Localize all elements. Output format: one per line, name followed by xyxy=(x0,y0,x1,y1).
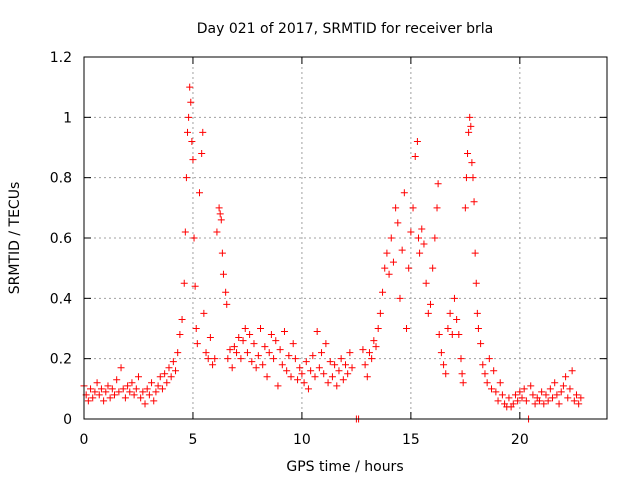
chart-background xyxy=(0,0,640,480)
y-tick-label: 1.2 xyxy=(50,50,72,66)
y-tick-label: 0.6 xyxy=(50,231,72,247)
x-axis-label: GPS time / hours xyxy=(286,459,403,475)
y-tick-label: 0.4 xyxy=(50,291,72,307)
y-axis-label: SRMTID / TECUs xyxy=(7,182,23,295)
chart-title: Day 021 of 2017, SRMTID for receiver brl… xyxy=(197,21,494,37)
chart-svg: 0 5 10 15 20 0 0.2 0.4 0.6 0.8 1 1.2 Day 021 of 201… xyxy=(0,0,640,480)
x-tick-label: 0 xyxy=(80,432,89,448)
x-tick-label: 5 xyxy=(188,432,197,448)
y-tick-label: 0.8 xyxy=(50,171,72,187)
y-tick-label: 1 xyxy=(63,110,72,126)
y-tick-label: 0.2 xyxy=(50,352,72,368)
x-tick-label: 20 xyxy=(511,432,529,448)
x-tick-label: 10 xyxy=(293,432,311,448)
x-tick-label: 15 xyxy=(402,432,420,448)
y-tick-label: 0 xyxy=(63,412,72,428)
